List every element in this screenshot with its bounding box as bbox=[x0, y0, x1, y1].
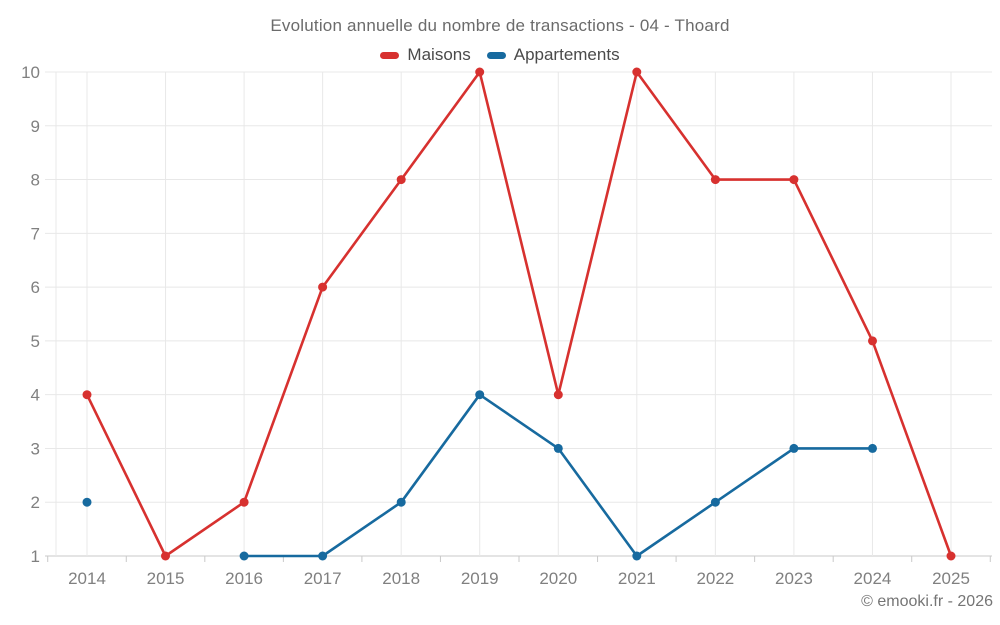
data-point[interactable] bbox=[868, 443, 877, 453]
data-point[interactable] bbox=[239, 551, 249, 561]
data-point[interactable] bbox=[789, 443, 799, 453]
y-axis-tick-label: 7 bbox=[31, 224, 40, 243]
x-axis-tick-label: 2019 bbox=[461, 569, 499, 588]
x-axis-tick-label: 2018 bbox=[382, 569, 420, 588]
x-axis-tick-label: 2020 bbox=[539, 569, 577, 588]
series-maisons bbox=[82, 67, 956, 561]
y-axis-tick-label: 3 bbox=[31, 439, 40, 458]
x-axis-tick-label: 2022 bbox=[696, 569, 734, 588]
appartements-legend-swatch bbox=[486, 51, 506, 59]
x-axis-tick-label: 2021 bbox=[618, 569, 656, 588]
series-appartements bbox=[82, 390, 877, 561]
legend-item-maisons[interactable]: Maisons bbox=[380, 45, 471, 65]
data-point[interactable] bbox=[553, 443, 563, 453]
chart-title: Evolution annuelle du nombre de transact… bbox=[270, 16, 730, 35]
data-point[interactable] bbox=[475, 67, 485, 77]
x-axis-tick-label: 2016 bbox=[225, 569, 263, 588]
data-point[interactable] bbox=[82, 497, 92, 507]
data-point[interactable] bbox=[710, 175, 720, 185]
x-axis-tick-label: 2015 bbox=[147, 569, 185, 588]
legend-item-appartements[interactable]: Appartements bbox=[486, 45, 620, 65]
y-axis-tick-label: 9 bbox=[31, 117, 40, 136]
data-point[interactable] bbox=[553, 390, 563, 400]
data-point[interactable] bbox=[710, 497, 720, 507]
x-axis-tick-label: 2017 bbox=[304, 569, 342, 588]
data-point[interactable] bbox=[396, 497, 406, 507]
y-axis-tick-label: 2 bbox=[31, 493, 40, 512]
data-point[interactable] bbox=[475, 390, 485, 400]
data-point[interactable] bbox=[632, 67, 642, 77]
appartements-legend-label: Appartements bbox=[513, 45, 620, 64]
data-point[interactable] bbox=[396, 175, 406, 185]
x-axis-tick-label: 2025 bbox=[932, 569, 970, 588]
y-axis-tick-label: 6 bbox=[31, 278, 40, 297]
data-point[interactable] bbox=[632, 551, 642, 561]
data-point[interactable] bbox=[161, 551, 170, 561]
data-point[interactable] bbox=[82, 390, 92, 400]
y-axis-tick-label: 5 bbox=[31, 332, 40, 351]
x-axis-tick-label: 2023 bbox=[775, 569, 813, 588]
data-point[interactable] bbox=[789, 175, 799, 185]
maisons-legend-swatch bbox=[380, 51, 400, 59]
x-axis-tick-label: 2014 bbox=[68, 569, 106, 588]
data-point[interactable] bbox=[946, 551, 956, 561]
chart-legend: Maisons Appartements bbox=[0, 45, 1000, 65]
y-axis-tick-label: 4 bbox=[31, 386, 40, 405]
copyright-footer: © emooki.fr - 2026 bbox=[861, 593, 993, 610]
data-point[interactable] bbox=[239, 497, 249, 507]
y-axis-tick-label: 10 bbox=[21, 63, 40, 82]
maisons-legend-label: Maisons bbox=[407, 45, 471, 64]
data-point[interactable] bbox=[868, 336, 877, 346]
y-axis-tick-label: 1 bbox=[31, 547, 40, 566]
data-point[interactable] bbox=[318, 551, 328, 561]
series-line bbox=[85, 70, 953, 558]
x-axis-tick-label: 2024 bbox=[854, 569, 892, 588]
data-point[interactable] bbox=[318, 282, 328, 292]
y-axis-tick-label: 8 bbox=[31, 171, 40, 190]
